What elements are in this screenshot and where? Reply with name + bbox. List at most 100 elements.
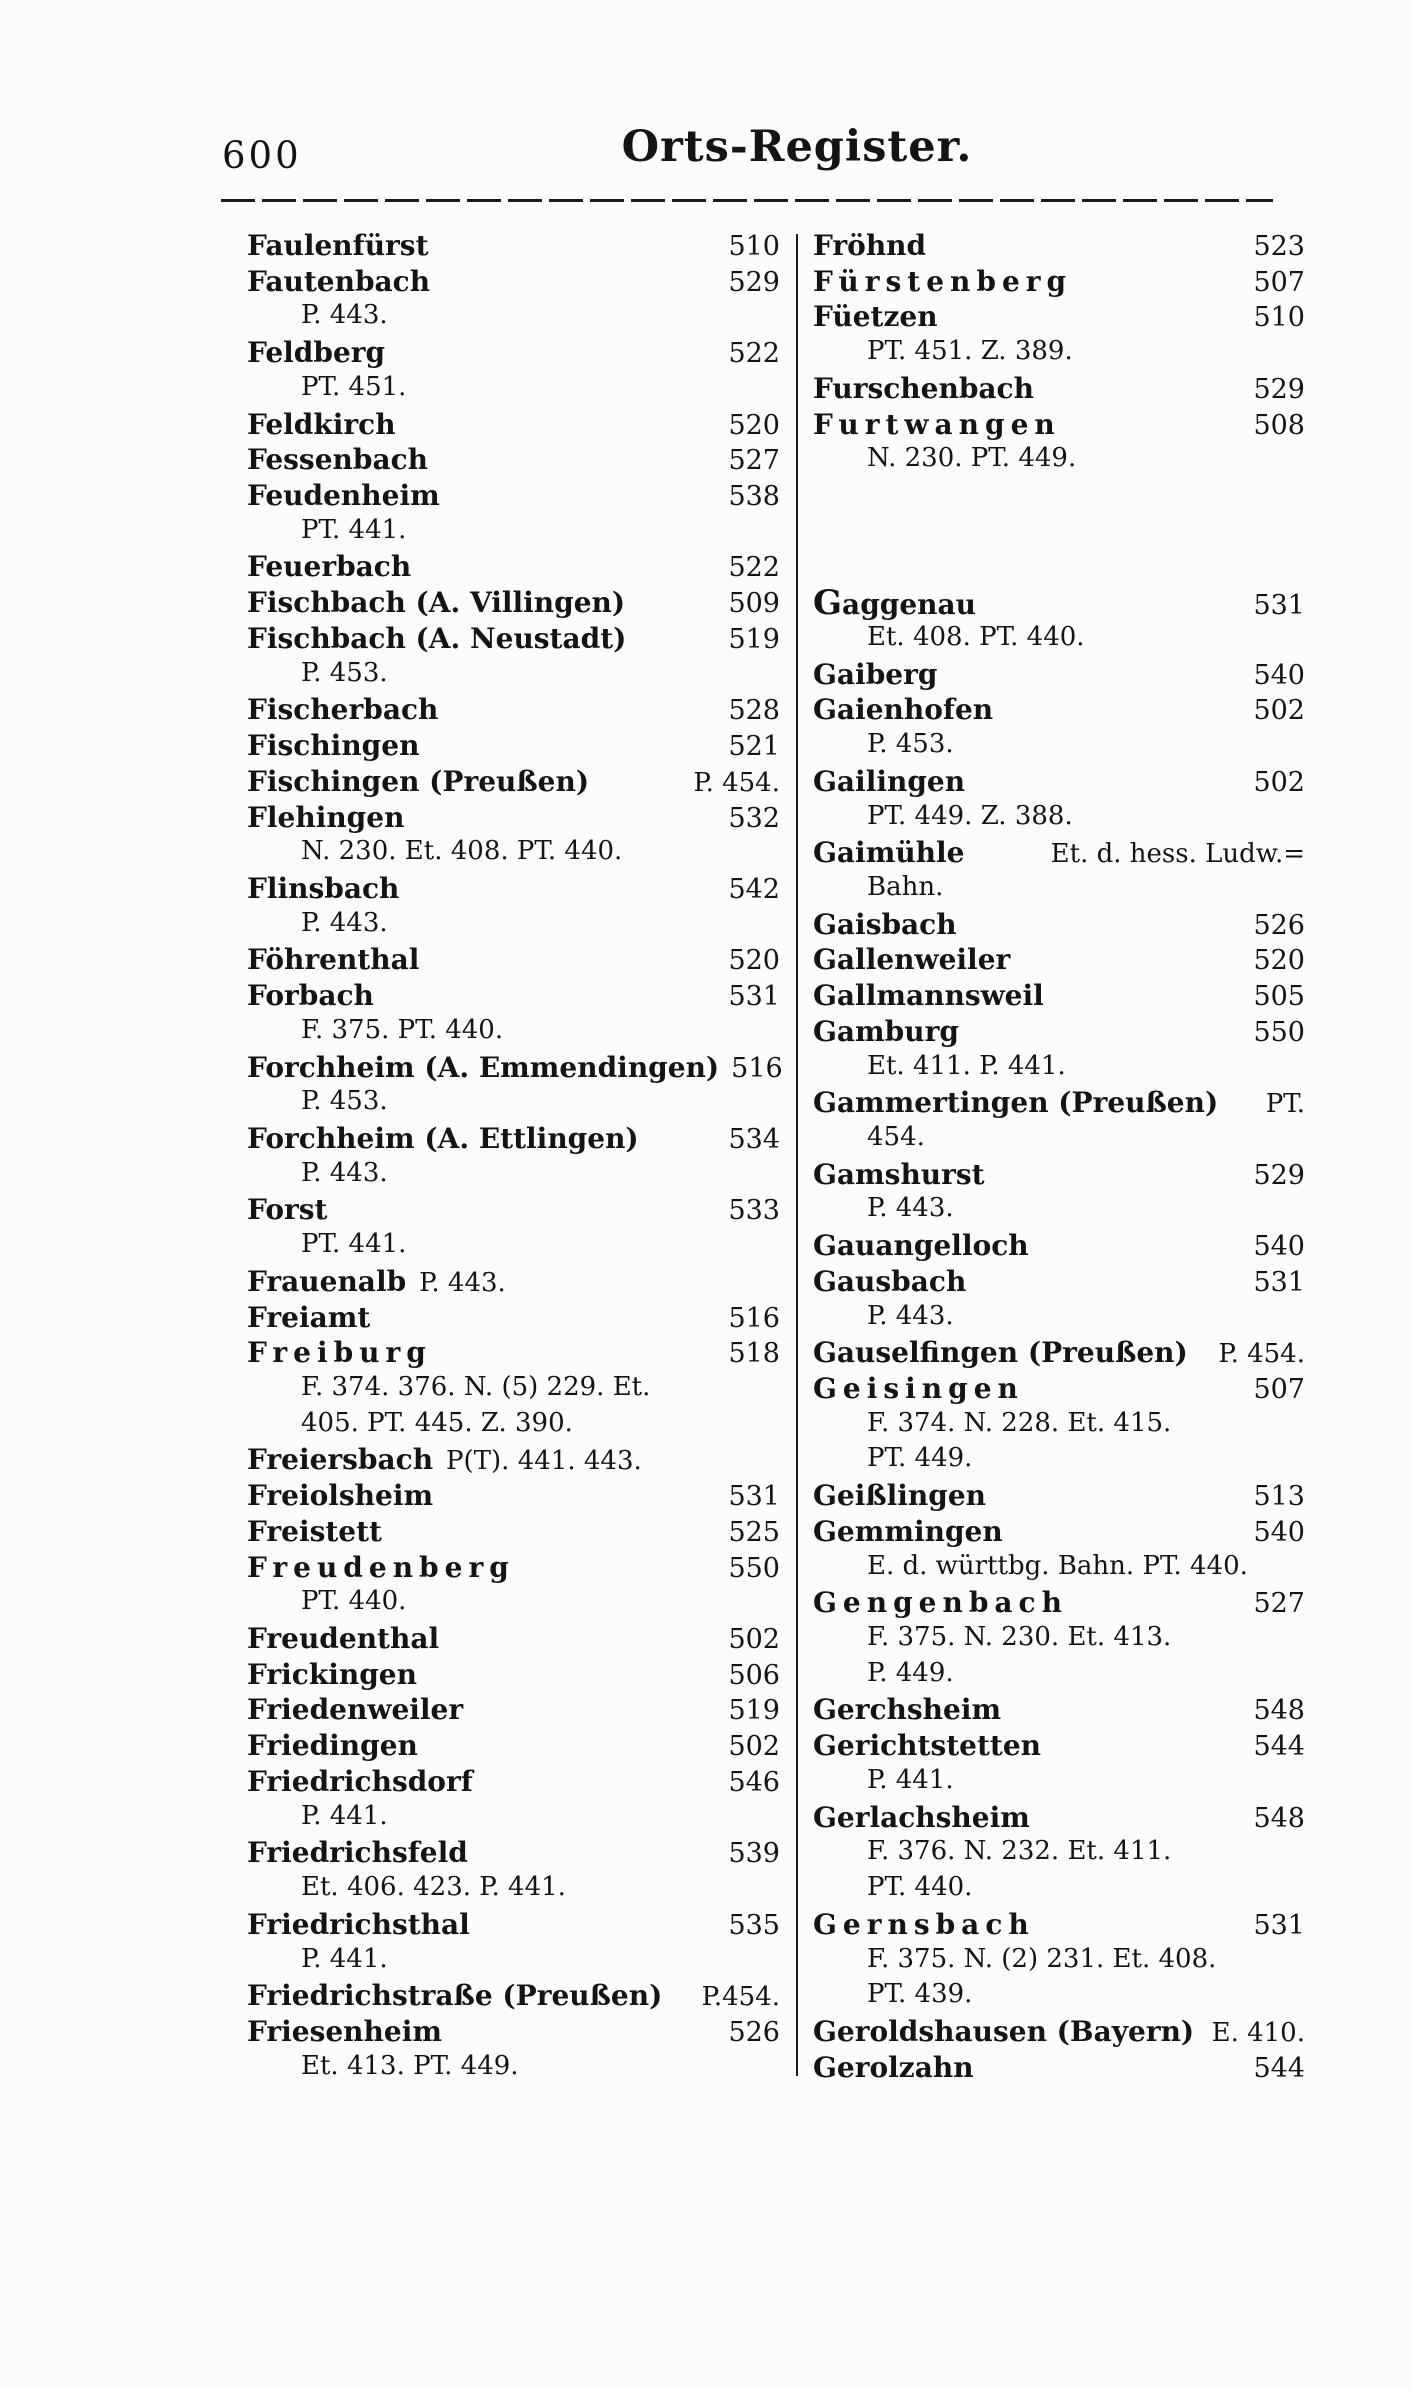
reference-line: P. 449. [813, 1658, 1305, 1694]
place-name: Gallenweiler [813, 943, 1011, 977]
place-name: Gaisbach [813, 907, 957, 941]
place-name: Freiolsheim [247, 1479, 434, 1513]
place-name: Geroldshausen (Bayern) [813, 2014, 1195, 2048]
place-name: Freiamt [247, 1300, 371, 1334]
entry-page-number: 516 [731, 1052, 783, 1084]
place-name: Frauenalb [247, 1264, 407, 1298]
index-entry-row: Gauselfingen (Preußen) P. 454. [813, 1336, 1305, 1372]
reference-line: F. 374. N. 228. Et. 415. [813, 1408, 1305, 1444]
place-name: Freudenberg [247, 1550, 515, 1584]
entry-page-number: 520 [728, 945, 780, 977]
column-divider [796, 234, 798, 2076]
entry-page-number: 502 [1253, 766, 1305, 798]
reference-line: PT. 440. [247, 1586, 780, 1622]
index-entry-row: Gamburg 550 [813, 1015, 1305, 1051]
place-name: Geißlingen [813, 1479, 987, 1513]
reference-text: PT. 449. Z. 388. [867, 800, 1073, 831]
place-name: Gengenbach [813, 1586, 1068, 1620]
reference-text: F. 375. N. 230. Et. 413. [867, 1622, 1172, 1653]
reference-text: E. d. württbg. Bahn. PT. 440. [867, 1550, 1248, 1581]
index-entry-row: Gerlachsheim 548 [813, 1801, 1305, 1837]
reference-text: F. 376. N. 232. Et. 411. [867, 1836, 1172, 1867]
index-entry-row: Furschenbach 529 [813, 372, 1305, 408]
place-name: Gailingen [813, 764, 966, 798]
index-entry-row: Gausbach 531 [813, 1265, 1305, 1301]
place-name: Fischerbach [247, 693, 439, 727]
place-name: Geisingen [813, 1372, 1024, 1405]
reference-line: E. d. württbg. Bahn. PT. 440. [813, 1551, 1305, 1587]
reference-text: P. 441. [867, 1764, 954, 1795]
place-name: Gerichtstetten [813, 1729, 1042, 1763]
column-gap [813, 479, 1305, 515]
entry-page-number: 529 [1253, 373, 1305, 405]
place-name: Friedrichsdorf [247, 1764, 473, 1798]
place-name: Gemmingen [813, 1514, 1003, 1548]
entry-page-number: 528 [728, 695, 780, 727]
inline-reference: P(T). 441. 443. [446, 1446, 642, 1477]
reference-text: F. 374. N. 228. Et. 415. [867, 1407, 1172, 1438]
place-name: Füetzen [813, 300, 938, 334]
reference-text: P. 441. [301, 1800, 388, 1831]
place-name: Friedrichsfeld [247, 1836, 468, 1870]
index-entry-row: Gernsbach 531 [813, 1908, 1305, 1944]
index-entry-row: Feuerbach 522 [247, 550, 780, 586]
entry-page-number: 540 [1253, 1516, 1305, 1548]
index-entry-row: Gammertingen (Preußen) PT. [813, 1086, 1305, 1122]
index-entry-row: Freistett 525 [247, 1515, 780, 1551]
place-name: Fischingen (Preußen) [247, 764, 590, 798]
entry-page-number: 516 [728, 1302, 780, 1334]
index-entry-row: Flehingen 532 [247, 801, 780, 837]
reference-line: PT. 441. [247, 1229, 780, 1265]
index-entry-row: Feldberg 522 [247, 336, 780, 372]
index-entry-row: Gaggenau 531 [813, 586, 1305, 622]
index-entry-row: Frauenalb P. 443. [247, 1265, 780, 1301]
reference-text: PT. 439. [867, 1979, 973, 2010]
entry-page-number: 507 [1253, 1374, 1305, 1405]
place-name: Freistett [247, 1514, 382, 1548]
page-number: 600 [222, 134, 302, 177]
place-name: Fischbach (A. Neustadt) [247, 621, 627, 655]
place-name: Gerchsheim [813, 1693, 1002, 1727]
reference-line: P. 441. [247, 1944, 780, 1980]
reference-text: P. 443. [301, 300, 388, 331]
place-name: Faulenfürst [247, 229, 429, 262]
reference-text: N. 230. Et. 408. PT. 440. [301, 836, 623, 867]
inline-reference: P.454. [701, 1982, 780, 2013]
entry-page-number: 510 [1253, 302, 1305, 334]
reference-line: F. 375. PT. 440. [247, 1015, 780, 1051]
entry-page-number: 533 [728, 1195, 780, 1227]
index-entry-row: Gauangelloch 540 [813, 1229, 1305, 1265]
entry-page-number: 539 [728, 1838, 780, 1870]
reference-text: PT. 449. [867, 1443, 973, 1474]
reference-line: P. 443. [247, 300, 780, 336]
index-entry-row: Fröhnd 523 [813, 229, 1305, 265]
place-name: Gernsbach [813, 1907, 1035, 1941]
index-entry-row: Fischbach (A. Villingen) 509 [247, 586, 780, 622]
entry-page-number: 550 [1253, 1016, 1305, 1048]
reference-line: P. 453. [813, 729, 1305, 765]
place-name: Föhrenthal [247, 943, 420, 977]
reference-text: P. 441. [301, 1943, 388, 1974]
reference-line: F. 375. N. 230. Et. 413. [813, 1622, 1305, 1658]
reference-line: 405. PT. 445. Z. 390. [247, 1408, 780, 1444]
place-name: Freudenthal [247, 1622, 440, 1656]
place-name: Gamburg [813, 1014, 959, 1048]
reference-text: F. 374. 376. N. (5) 229. Et. [301, 1372, 651, 1402]
entry-page-number: 531 [1253, 1909, 1305, 1941]
place-name: Furtwangen [813, 407, 1061, 441]
entry-page-number: 542 [728, 873, 780, 905]
entry-page-number: 531 [1253, 1266, 1305, 1298]
index-entry-row: Forchheim (A. Ettlingen) 534 [247, 1122, 780, 1158]
index-entry-row: Gaienhofen 502 [813, 693, 1305, 729]
entry-page-number: 531 [728, 1481, 780, 1513]
reference-text: PT. 440. [867, 1872, 973, 1903]
entry-page-number: 534 [728, 1123, 780, 1155]
index-entry-row: Freiamt 516 [247, 1301, 780, 1337]
entry-page-number: 520 [1253, 945, 1305, 977]
place-name: Forchheim (A. Ettlingen) [247, 1121, 639, 1155]
index-entry-row: Frickingen 506 [247, 1658, 780, 1694]
place-name: Gerlachsheim [813, 1800, 1030, 1834]
index-entry-row: Friedenweiler 519 [247, 1693, 780, 1729]
entry-page-number: 548 [1253, 1695, 1305, 1727]
entry-page-number: 510 [728, 231, 780, 262]
